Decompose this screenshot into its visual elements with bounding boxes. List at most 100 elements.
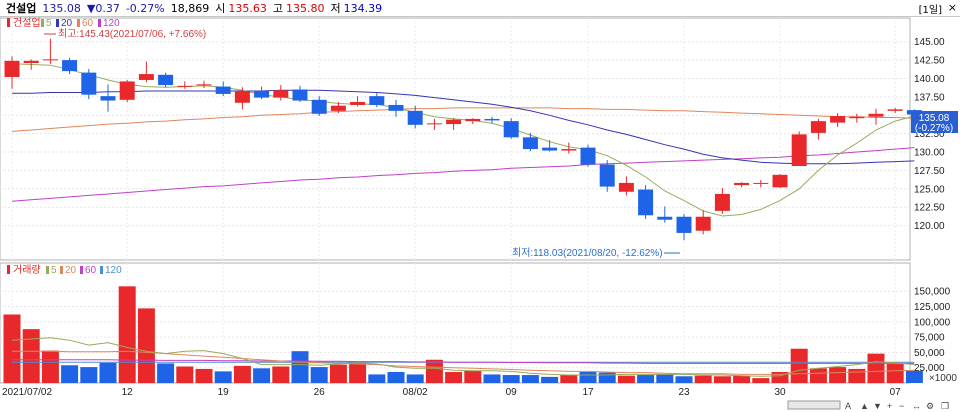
volume-bar: [809, 368, 827, 383]
price-tick-label: 137.50: [914, 92, 945, 103]
candle-body: [676, 216, 692, 233]
volume-bar: [464, 370, 482, 383]
open-value: 135.63: [228, 1, 267, 15]
candle-body: [484, 118, 500, 121]
volume-bar: [41, 350, 59, 383]
volume-bar: [425, 359, 443, 383]
volume-bar: [848, 368, 866, 383]
volume-ma-lines: [11, 337, 915, 377]
volume-legend: 거래량 5 20 60 120: [7, 264, 122, 276]
legend-ma5-swatch: [41, 19, 44, 27]
current-price: 135.08: [42, 1, 81, 15]
chart-svg[interactable]: 145.00142.50140.00137.50135.00132.50130.…: [0, 17, 960, 412]
x-tick-label: 23: [678, 387, 690, 398]
fit-icon[interactable]: ↔: [912, 401, 921, 411]
legend-ma20-swatch: [56, 19, 59, 27]
volume-bar: [291, 351, 309, 383]
volume-bar: [733, 375, 751, 383]
candle-body: [638, 189, 654, 216]
candles: [4, 38, 922, 241]
arrow-up-icon[interactable]: ▲: [860, 401, 869, 411]
legend-vma5: 5: [51, 265, 57, 276]
candle-body: [772, 174, 788, 188]
zoom-toolbar[interactable]: A ▲ ▼ + − ↔ ⚙ ❐: [787, 400, 949, 411]
candle-body: [868, 113, 884, 117]
volume-bar: [771, 371, 789, 383]
candle-body: [62, 60, 78, 72]
volume-bar: [61, 365, 79, 383]
candle-body: [23, 60, 39, 64]
zoom-in-icon[interactable]: +: [887, 401, 892, 411]
candle-body: [369, 96, 385, 105]
volume-bar: [445, 371, 463, 383]
legend-ma20: 20: [61, 18, 73, 29]
volume-tick-label: 50,000: [914, 348, 945, 359]
legend-vma120-swatch: [100, 266, 103, 274]
volume-bar: [886, 364, 904, 383]
volume-bar: [483, 374, 501, 383]
candle-body: [407, 110, 423, 125]
arrow-down-icon[interactable]: ▼: [873, 401, 882, 411]
legend-volume-swatch: [7, 265, 10, 274]
current-price-tag: 135.08 (-0.27%): [911, 111, 958, 134]
candle-body: [254, 90, 270, 98]
candle-body: [791, 134, 807, 167]
volume-bar: [272, 366, 290, 383]
candle-body: [292, 89, 308, 101]
x-tick-label: 19: [218, 387, 230, 398]
x-tick-label: 09: [506, 387, 518, 398]
volume-panel: [0, 262, 911, 384]
settings-icon[interactable]: ⚙: [926, 401, 934, 411]
volume-bar: [579, 371, 597, 383]
legend-ma5: 5: [46, 18, 52, 29]
period-selector[interactable]: [1일]: [918, 5, 942, 16]
legend-vma5-swatch: [46, 266, 49, 274]
volume-tick-label: 75,000: [914, 333, 945, 344]
volume-bars: [3, 286, 923, 383]
candle-body: [810, 121, 826, 133]
volume-bar: [80, 367, 98, 383]
volume-bar: [560, 375, 578, 383]
legend-ma120: 120: [103, 18, 120, 29]
candle-body: [273, 90, 289, 98]
ma60-line: [11, 107, 915, 132]
x-axis-labels: 2021/07/02 12 19 26 08/02 09 17 23 30 07: [2, 387, 901, 398]
price-tick-label: 120.00: [914, 221, 945, 232]
y-axis-labels: 145.00142.50140.00137.50135.00132.50130.…: [914, 37, 951, 374]
candle-body: [177, 85, 193, 87]
candle-body: [465, 118, 481, 122]
candle-body: [215, 86, 231, 94]
volume-bar: [521, 375, 539, 383]
scroll-track[interactable]: [787, 400, 841, 410]
open-label: 시: [215, 2, 226, 15]
zoom-out-icon[interactable]: −: [899, 401, 904, 411]
zoom-a-icon[interactable]: A: [845, 401, 851, 411]
candle-body: [426, 123, 442, 125]
copy-icon[interactable]: ❐: [941, 401, 949, 411]
candle-body: [81, 72, 97, 95]
volume-bar: [233, 365, 251, 383]
low-value: 134.39: [343, 1, 383, 15]
volume-bar: [675, 376, 693, 383]
x-tick-label: 07: [890, 387, 902, 398]
low-annotation: 최저:118.03(2021/08/20, -12.62%): [512, 247, 663, 259]
volume-bar: [3, 314, 21, 383]
low-label: 저: [330, 2, 341, 15]
x-tick-label: 26: [314, 387, 326, 398]
candle-body: [830, 115, 846, 123]
candle-body: [446, 119, 462, 125]
x-tick-label: 17: [582, 387, 594, 398]
x-tick-label: 2021/07/02: [2, 387, 52, 398]
legend-ma60: 60: [82, 18, 94, 29]
close-icon[interactable]: ×: [947, 1, 957, 14]
legend-price-name: 건설업: [13, 17, 41, 29]
x-tick-label: 30: [774, 387, 786, 398]
candle-body: [887, 109, 903, 111]
volume-bar: [541, 376, 559, 383]
candle-body: [599, 164, 615, 187]
volume-bar: [118, 286, 136, 383]
candle-body: [196, 84, 212, 86]
volume-tick-label: 150,000: [914, 287, 951, 298]
volume-bar: [22, 329, 40, 383]
volume-bar: [406, 374, 424, 383]
